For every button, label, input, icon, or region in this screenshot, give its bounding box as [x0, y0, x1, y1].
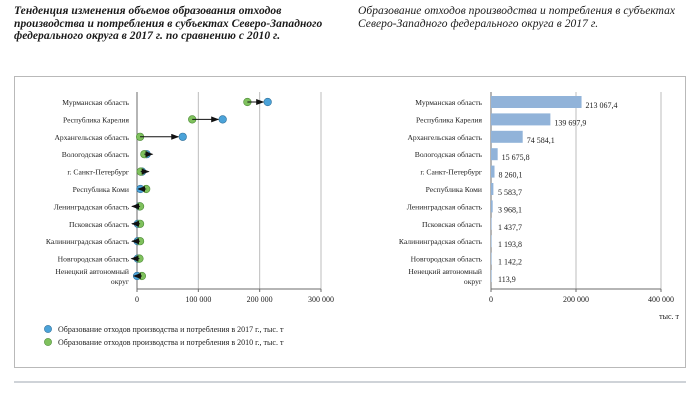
right-category-label: Калининградская область: [399, 237, 483, 246]
dot-2017: [263, 97, 272, 107]
bar-value-label: 15 675,8: [502, 153, 530, 162]
right-category-label: Мурманская область: [415, 98, 482, 107]
bar-value-label: 5 583,7: [498, 188, 522, 197]
right-x-tick-label: 400 000: [648, 295, 674, 304]
bar: [491, 96, 582, 108]
bar: [491, 130, 523, 143]
left-category-label: Архангельская область: [54, 133, 129, 142]
left-category-label: Новгородская область: [58, 255, 130, 264]
right-category-label: округ: [464, 277, 482, 286]
left-x-tick-label: 0: [135, 295, 139, 304]
left-category-label: Ленинградская область: [54, 202, 130, 211]
left-x-tick-label: 300 000: [308, 295, 334, 304]
bar: [491, 113, 551, 126]
right-category-label: г. Санкт-Петербург: [420, 168, 482, 177]
bar-value-label: 113,9: [498, 275, 516, 284]
right-category-label: Архангельская область: [407, 133, 482, 142]
bar: [491, 200, 493, 213]
bar-value-label: 3 968,1: [498, 205, 522, 214]
left-category-label: Калининградская область: [46, 237, 130, 246]
bar: [491, 252, 492, 265]
left-category-label: Мурманская область: [62, 98, 129, 107]
bar-value-label: 1 437,7: [498, 223, 522, 232]
legend-label-2010: Образование отходов производства и потре…: [58, 338, 284, 347]
left-category-label: Ненецкий автономный: [55, 267, 129, 276]
right-category-label: Псковская область: [422, 220, 483, 229]
left-category-label: г. Санкт-Петербург: [67, 168, 129, 177]
dot-2017: [218, 115, 227, 124]
right-x-tick-label: 200 000: [563, 295, 589, 304]
dot-2017: [178, 132, 187, 141]
right-category-label: Республика Карелия: [416, 115, 483, 124]
right-x-tick-label: 0: [489, 295, 493, 304]
right-category-label: Ленинградская область: [407, 202, 483, 211]
bar: [491, 235, 492, 248]
left-x-tick-label: 200 000: [247, 295, 273, 304]
left-x-tick-label: 100 000: [185, 295, 211, 304]
left-category-label: Псковская область: [69, 220, 130, 229]
left-category-label: Республика Карелия: [63, 115, 130, 124]
right-x-axis-label: тыс. т: [659, 312, 679, 321]
bar-value-label: 213 067,4: [586, 101, 618, 110]
bar: [491, 217, 492, 230]
bar: [491, 165, 495, 178]
charts-frame: [14, 76, 686, 368]
bar-value-label: 74 584,1: [527, 136, 555, 145]
legend-marker-2017: [44, 325, 52, 333]
right-category-label: Ненецкий автономный: [408, 267, 482, 276]
legend-label-2017: Образование отходов производства и потре…: [58, 325, 284, 334]
left-category-label: Республика Коми: [73, 185, 129, 194]
bar: [491, 270, 492, 282]
bottom-divider: [14, 381, 686, 383]
left-category-label: Вологодская область: [62, 150, 130, 159]
bar-value-label: 1 142,2: [498, 258, 522, 267]
bar-value-label: 8 260,1: [499, 171, 523, 180]
right-category-label: Вологодская область: [415, 150, 483, 159]
bar: [491, 183, 494, 195]
bar: [491, 148, 498, 161]
legend-marker-2010: [44, 338, 52, 346]
left-category-label: округ: [111, 277, 129, 286]
bar-value-label: 139 697,9: [554, 118, 586, 127]
right-category-label: Республика Коми: [426, 185, 482, 194]
left-chart-title: Тенденция изменения объемов образования …: [14, 5, 323, 42]
right-category-label: Новгородская область: [411, 255, 483, 264]
right-chart-title: Образование отходов производства и потре…: [358, 5, 676, 30]
bar-value-label: 1 193,8: [498, 240, 522, 249]
